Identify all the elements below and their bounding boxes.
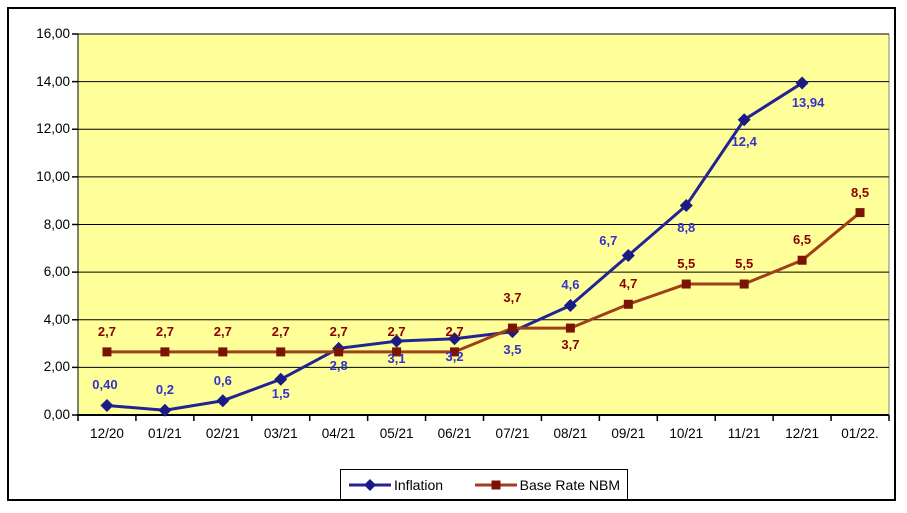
- inflation-marker: [216, 394, 230, 408]
- inflation-marker: [679, 198, 693, 212]
- inflation-marker: [390, 334, 404, 348]
- inflation-marker: [274, 372, 288, 386]
- inflation-marker: [448, 332, 462, 346]
- base-rate-marker: [392, 347, 402, 357]
- base-rate-line-marker-icon: [474, 480, 517, 490]
- series-line-1: [105, 211, 862, 354]
- base-rate-marker: [160, 347, 170, 357]
- inflation-marker: [737, 113, 751, 127]
- inflation-marker: [563, 298, 577, 312]
- base-rate-marker: [565, 323, 575, 333]
- legend-label-base-rate: Base Rate NBM: [519, 476, 620, 493]
- inflation-line-marker-icon: [349, 479, 391, 491]
- base-rate-marker: [623, 299, 633, 309]
- legend-label-inflation: Inflation: [394, 476, 444, 493]
- base-rate-marker: [276, 347, 286, 357]
- base-rate-marker: [681, 279, 691, 289]
- base-rate-marker: [855, 208, 865, 218]
- inflation-marker: [621, 248, 635, 262]
- legend-item-inflation: Inflation: [348, 477, 443, 493]
- base-rate-marker: [334, 347, 344, 357]
- base-rate-marker: [797, 255, 807, 265]
- inflation-marker: [158, 403, 172, 417]
- base-rate-marker: [450, 347, 460, 357]
- base-rate-marker: [102, 347, 112, 357]
- legend-item-base-rate: Base Rate NBM: [474, 477, 620, 493]
- legend: Inflation Base Rate NBM: [340, 469, 628, 500]
- inflation-marker: [100, 398, 114, 412]
- inflation-marker: [795, 76, 809, 90]
- base-rate-marker: [218, 347, 228, 357]
- base-rate-marker: [507, 323, 517, 333]
- base-rate-marker: [739, 279, 749, 289]
